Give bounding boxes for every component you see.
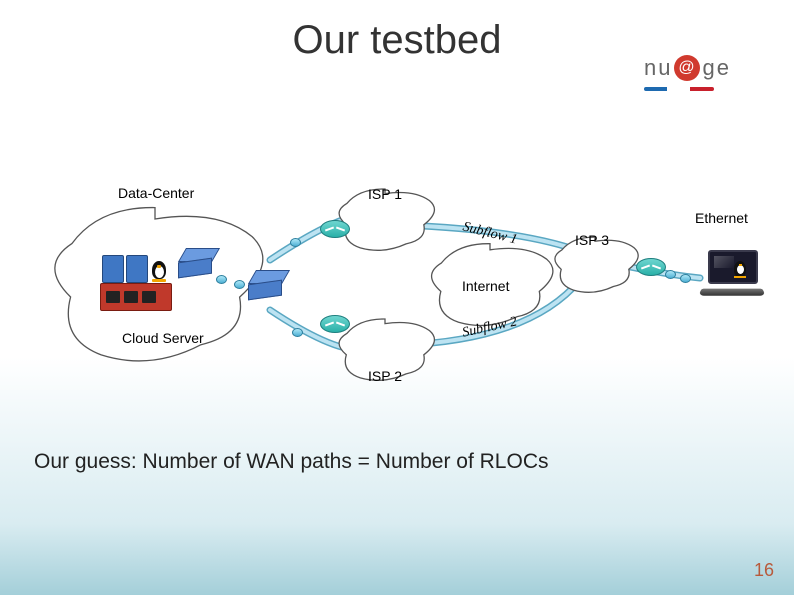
logo-right: ge [702,55,730,81]
router-icon [320,315,350,333]
nuage-logo: nu @ ge [644,55,754,91]
label-internet: Internet [462,278,509,294]
page-number: 16 [754,560,774,581]
page-title: Our testbed [292,18,501,63]
pipe-segment-icon [234,280,245,289]
linux-penguin-icon [152,257,168,281]
pipe-segment-icon [290,238,301,247]
label-isp3: ISP 3 [575,232,609,248]
pipe-segment-icon [216,275,227,284]
label-cloudserver: Cloud Server [122,330,204,346]
label-isp2: ISP 2 [368,368,402,384]
switch-icon [178,248,212,276]
client-laptop-icon [700,250,764,302]
label-datacenter: Data-Center [118,185,194,201]
logo-left: nu [644,55,672,81]
pipe-segment-icon [665,270,676,279]
pipe-segment-icon [680,274,691,283]
label-ethernet: Ethernet [695,210,748,226]
pipe-segment-icon [292,328,303,337]
label-isp1: ISP 1 [368,186,402,202]
linux-penguin-icon [734,258,748,278]
router-icon [636,258,666,276]
logo-flag-bar [644,87,714,91]
router-icon [320,220,350,238]
logo-at-icon: @ [674,55,700,81]
switch-icon [248,270,282,298]
testbed-diagram: Data-Center Cloud Server ISP 1 ISP 2 ISP 3 In… [30,170,770,400]
guess-line: Our guess: Number of WAN paths = Number … [34,450,549,474]
cloud-server-icon [100,255,172,311]
